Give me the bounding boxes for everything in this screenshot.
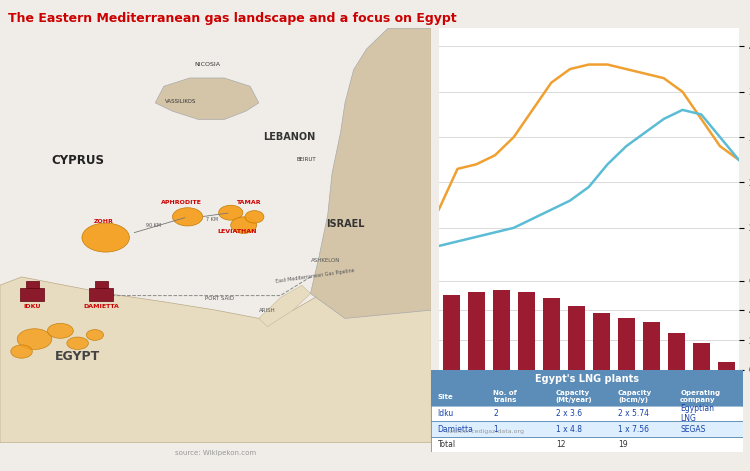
Text: 19: 19 [618,440,628,449]
Ellipse shape [17,329,52,349]
Ellipse shape [67,337,88,349]
Text: LEBANON: LEBANON [262,132,315,142]
Text: EGYPT: EGYPT [55,350,100,363]
Text: Operating
company: Operating company [680,390,720,404]
Text: Idku: Idku [437,409,454,418]
Bar [643,322,660,370]
Ellipse shape [82,223,129,252]
FancyBboxPatch shape [431,437,742,452]
Text: source: cedigaz.data.org: source: cedigaz.data.org [446,430,524,434]
Bar [467,292,485,370]
Bar [718,362,735,370]
Text: The Eastern Mediterranean gas landscape and a focus on Egypt: The Eastern Mediterranean gas landscape … [8,12,456,25]
Text: Egyptian
LNG: Egyptian LNG [680,404,714,423]
Text: SEGAS: SEGAS [680,424,706,434]
Text: Damietta: Damietta [437,424,473,434]
Text: IDKU: IDKU [23,304,41,309]
Text: source: Wikipekon.com: source: Wikipekon.com [175,450,256,456]
Ellipse shape [219,205,243,220]
Text: CYPRUS: CYPRUS [51,154,104,167]
Text: TAMAR: TAMAR [236,201,260,205]
Text: DAMIETTA: DAMIETTA [83,304,119,309]
Bar [568,306,585,370]
Bar [493,290,510,370]
Text: Total: Total [437,440,455,449]
Text: 2: 2 [494,409,498,418]
Bar [592,313,610,370]
FancyBboxPatch shape [431,406,742,422]
Text: LEVIATHAN: LEVIATHAN [217,229,257,235]
Ellipse shape [86,330,104,341]
Text: Site: Site [437,394,453,400]
Text: VASSILIKOS: VASSILIKOS [166,99,196,104]
Text: 1: 1 [494,424,498,434]
Ellipse shape [47,324,74,338]
Text: ARISH: ARISH [259,308,276,313]
Bar [89,288,113,300]
Text: 1 x 4.8: 1 x 4.8 [556,424,582,434]
Text: 2 x 5.74: 2 x 5.74 [618,409,649,418]
Text: PORT SAID: PORT SAID [206,296,235,301]
Legend: Egypt gas production, Egypt consumption, Egypt LNG exports: Egypt gas production, Egypt consumption,… [439,423,676,434]
Text: East Mediterranean Gas Pipeline: East Mediterranean Gas Pipeline [275,268,355,284]
Ellipse shape [10,345,32,358]
Text: Egypt's LNG plants: Egypt's LNG plants [535,374,639,384]
Bar [692,343,710,370]
Text: 7 KM: 7 KM [206,217,218,222]
Text: ISRAEL: ISRAEL [326,219,364,229]
Ellipse shape [172,208,202,226]
Text: APHRODITE: APHRODITE [160,201,202,205]
Text: Capacity
(bcm/y): Capacity (bcm/y) [618,390,652,404]
FancyBboxPatch shape [431,370,742,388]
Text: NICOSIA: NICOSIA [194,62,220,66]
Text: 1 x 7.56: 1 x 7.56 [618,424,649,434]
Text: 12: 12 [556,440,566,449]
Bar [26,281,39,288]
Polygon shape [155,78,259,120]
Polygon shape [259,285,310,327]
Ellipse shape [231,217,256,234]
Text: No. of
trains: No. of trains [494,390,517,404]
Text: BEIRUT: BEIRUT [296,157,316,162]
Ellipse shape [245,211,264,223]
Text: Capacity
(Mt/year): Capacity (Mt/year) [556,390,592,404]
Polygon shape [310,28,431,318]
FancyBboxPatch shape [431,388,742,406]
FancyBboxPatch shape [431,422,742,437]
Bar [442,295,460,370]
Bar [668,333,685,370]
Bar [617,318,635,370]
Bar [94,281,108,288]
Text: ZOHR: ZOHR [94,219,113,224]
Polygon shape [0,277,431,443]
Text: 2 x 3.6: 2 x 3.6 [556,409,582,418]
Text: 90 KM: 90 KM [146,223,160,228]
Bar [20,288,44,300]
Text: ASHKELON: ASHKELON [311,259,340,263]
FancyBboxPatch shape [431,370,742,452]
Bar [518,292,535,370]
Bar [542,299,560,370]
